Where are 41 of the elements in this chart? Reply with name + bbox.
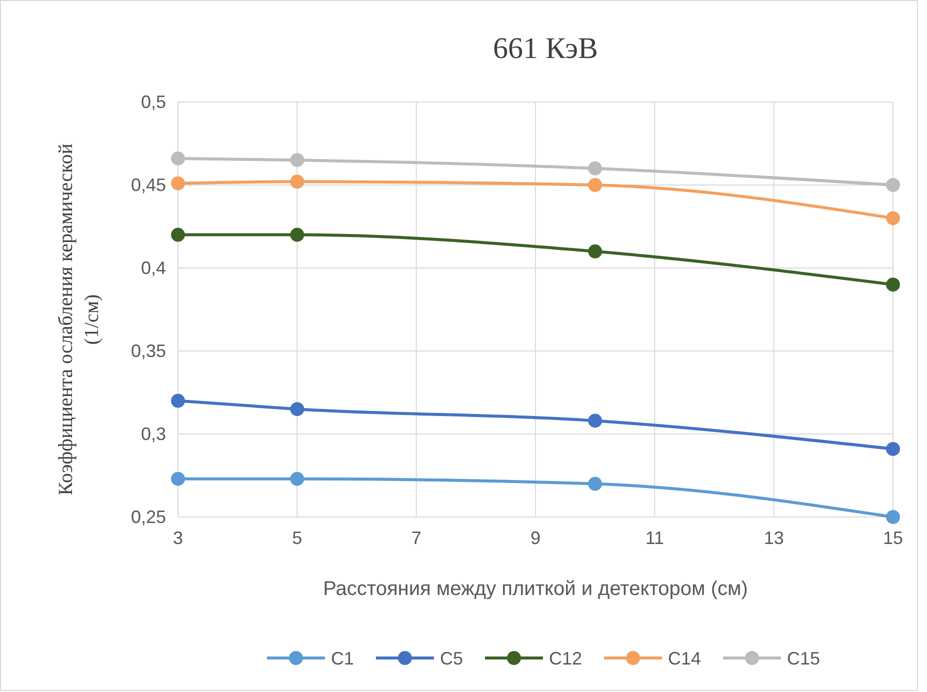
point xyxy=(171,394,185,408)
y-tick-label: 0,5 xyxy=(140,92,166,112)
x-tick-label: 15 xyxy=(882,528,904,548)
chart-title: 661 КэВ xyxy=(493,32,598,65)
legend-label: C1 xyxy=(330,648,354,668)
point xyxy=(290,472,304,486)
x-tick-label: 13 xyxy=(764,528,784,548)
point xyxy=(588,161,602,176)
point xyxy=(886,442,900,456)
point xyxy=(886,510,900,524)
point xyxy=(588,178,602,192)
legend-label: C14 xyxy=(668,648,702,668)
x-tick-label: 5 xyxy=(292,528,302,548)
point xyxy=(290,153,304,168)
point xyxy=(290,174,304,189)
legend-label: C5 xyxy=(440,648,463,668)
x-tick-label: 11 xyxy=(645,528,664,548)
point xyxy=(290,228,304,242)
y-tick-label: 0,25 xyxy=(130,506,166,527)
legend-label: C12 xyxy=(548,648,582,668)
point xyxy=(171,176,185,190)
y-axis-title: Коэффициента ослабления керамической (1/см) xyxy=(55,143,103,496)
y-tick-label: 0,45 xyxy=(130,174,166,195)
x-tick-label: 7 xyxy=(411,528,422,548)
point xyxy=(886,278,900,292)
point xyxy=(171,151,185,166)
y-tick-label: 0,3 xyxy=(140,424,166,444)
y-tick-label: 0,35 xyxy=(130,340,166,361)
point xyxy=(171,228,185,242)
legend-label: C15 xyxy=(787,648,820,668)
x-axis-title: Расстояния между плиткой и детектором (см) xyxy=(323,578,748,600)
point xyxy=(588,476,602,491)
point xyxy=(588,244,602,258)
point xyxy=(886,211,900,226)
y-tick-label: 0,4 xyxy=(140,258,166,278)
point xyxy=(171,472,185,486)
x-tick-label: 9 xyxy=(530,528,541,548)
point xyxy=(886,178,900,192)
x-tick-label: 3 xyxy=(172,528,184,548)
point xyxy=(588,414,602,428)
point xyxy=(290,402,304,416)
